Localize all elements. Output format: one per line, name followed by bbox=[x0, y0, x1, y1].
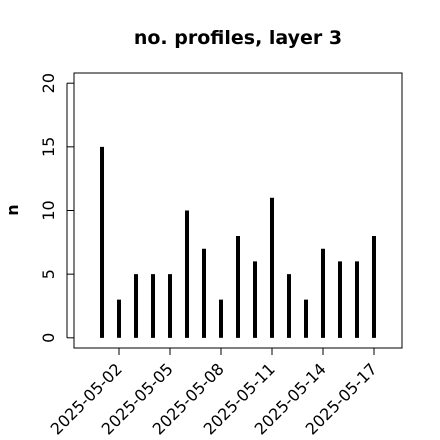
y-axis-label: n bbox=[3, 204, 22, 215]
chart-title: no. profiles, layer 3 bbox=[134, 27, 342, 49]
y-tick-label: 20 bbox=[39, 73, 58, 93]
y-tick-label: 0 bbox=[39, 333, 58, 343]
y-tick-label: 15 bbox=[39, 137, 58, 157]
y-tick-label: 5 bbox=[39, 269, 58, 279]
y-tick-label: 10 bbox=[39, 200, 58, 220]
